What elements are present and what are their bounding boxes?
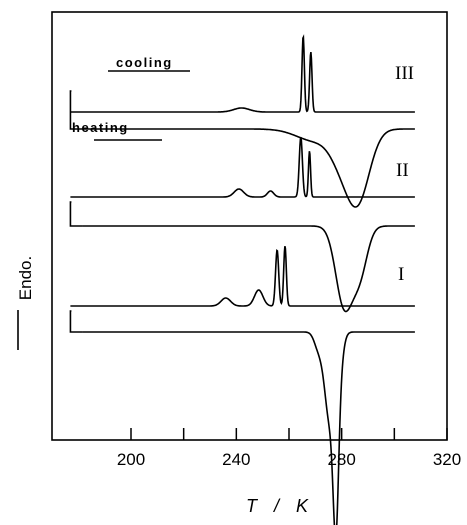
cooling-curve-III (70, 34, 415, 113)
x-axis-ticks (130, 428, 448, 440)
cooling-label: cooling (116, 55, 173, 70)
trace-bracket-I (69, 310, 83, 333)
heating-curve-III (82, 128, 415, 208)
dsc-curves (69, 34, 415, 525)
x-tick-label-200: 200 (117, 450, 145, 469)
y-axis-label: Endo. (16, 256, 35, 300)
series-label-I: I (398, 264, 404, 285)
plot-frame (51, 11, 448, 441)
x-axis-tick-labels: 200 240 280 320 (117, 450, 461, 469)
trace-bracket-II (69, 201, 83, 227)
heating-curve-II (82, 225, 415, 313)
x-tick-label-320: 320 (433, 450, 461, 469)
heating-curve-I (82, 331, 415, 525)
cooling-curve-I (70, 246, 415, 307)
series-label-II: II (396, 160, 409, 181)
cooling-curve-II (70, 136, 415, 198)
series-label-III: III (395, 63, 414, 84)
heating-label: heating (72, 120, 129, 135)
x-axis-label: T / K (246, 496, 314, 516)
x-tick-label-240: 240 (222, 450, 250, 469)
trace-bracket-III (69, 90, 83, 130)
x-tick-label-280: 280 (327, 450, 355, 469)
